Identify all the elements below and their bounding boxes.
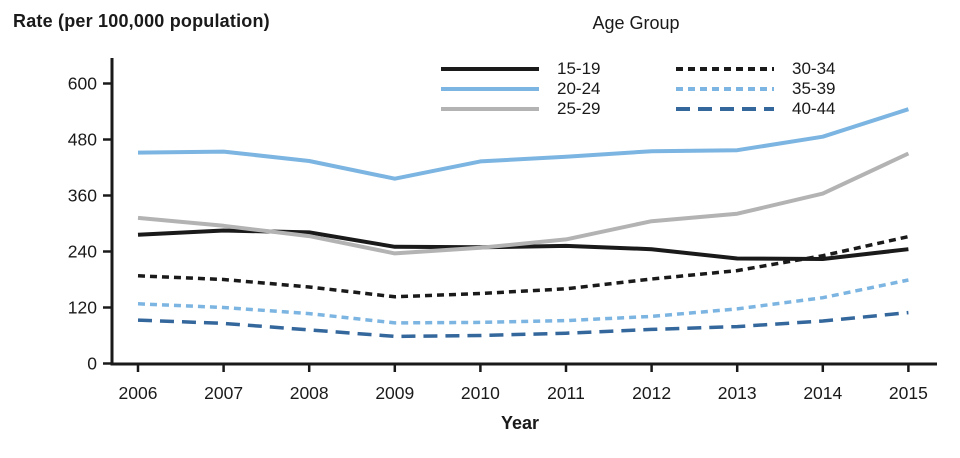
y-tick-label: 120 <box>68 298 97 318</box>
legend-label: 15-19 <box>557 59 601 78</box>
y-tick-label: 240 <box>68 242 97 262</box>
legend-item-25-29: 25-29 <box>440 99 600 119</box>
legend-label: 40-44 <box>792 99 836 118</box>
x-axis-title: Year <box>500 413 540 433</box>
x-tick-label: 2007 <box>204 383 243 403</box>
series-line-35-39 <box>137 278 909 325</box>
legend-title: Age Group <box>592 13 680 33</box>
legend-item-15-19: 15-19 <box>440 59 600 79</box>
y-tick-label: 360 <box>68 186 97 206</box>
legend-swatch-35-39 <box>676 87 774 91</box>
legend-item-20-24: 20-24 <box>440 79 600 99</box>
legend-label: 25-29 <box>557 99 601 118</box>
x-tick-label: 2014 <box>803 383 842 403</box>
x-tick-label: 2012 <box>632 383 671 403</box>
legend-column-right: 30-34 35-39 40-44 <box>675 59 835 119</box>
x-tick-label: 2013 <box>718 383 757 403</box>
x-tick-label: 2010 <box>461 383 500 403</box>
legend-column-left: 15-19 20-24 25-29 <box>440 59 600 119</box>
legend-item-40-44: 40-44 <box>675 99 835 119</box>
x-tick-label: 2011 <box>547 383 585 403</box>
x-tick-label: 2009 <box>375 383 414 403</box>
legend-swatch-15-19 <box>441 67 539 71</box>
series-line-20-24 <box>137 107 910 181</box>
legend-swatch-25-29 <box>441 107 539 111</box>
legend-swatch-40-44 <box>676 107 774 111</box>
y-tick-label: 600 <box>68 74 97 94</box>
legend-label: 20-24 <box>557 79 601 98</box>
legend-item-35-39: 35-39 <box>675 79 835 99</box>
x-tick-label: 2008 <box>290 383 329 403</box>
y-tick-label: 0 <box>87 354 97 374</box>
legend-label: 35-39 <box>792 79 836 98</box>
legend-swatch-20-24 <box>441 87 539 91</box>
y-tick-label: 480 <box>68 130 97 150</box>
y-axis-title: Rate (per 100,000 population) <box>13 11 270 31</box>
x-tick-label: 2006 <box>119 383 158 403</box>
legend-item-30-34: 30-34 <box>675 59 835 79</box>
legend-swatch-30-34 <box>676 67 774 71</box>
series-line-25-29 <box>137 151 910 256</box>
legend-label: 30-34 <box>792 59 836 78</box>
series-line-40-44 <box>137 310 909 339</box>
x-tick-label: 2015 <box>889 383 928 403</box>
series-line-30-34 <box>137 234 909 299</box>
